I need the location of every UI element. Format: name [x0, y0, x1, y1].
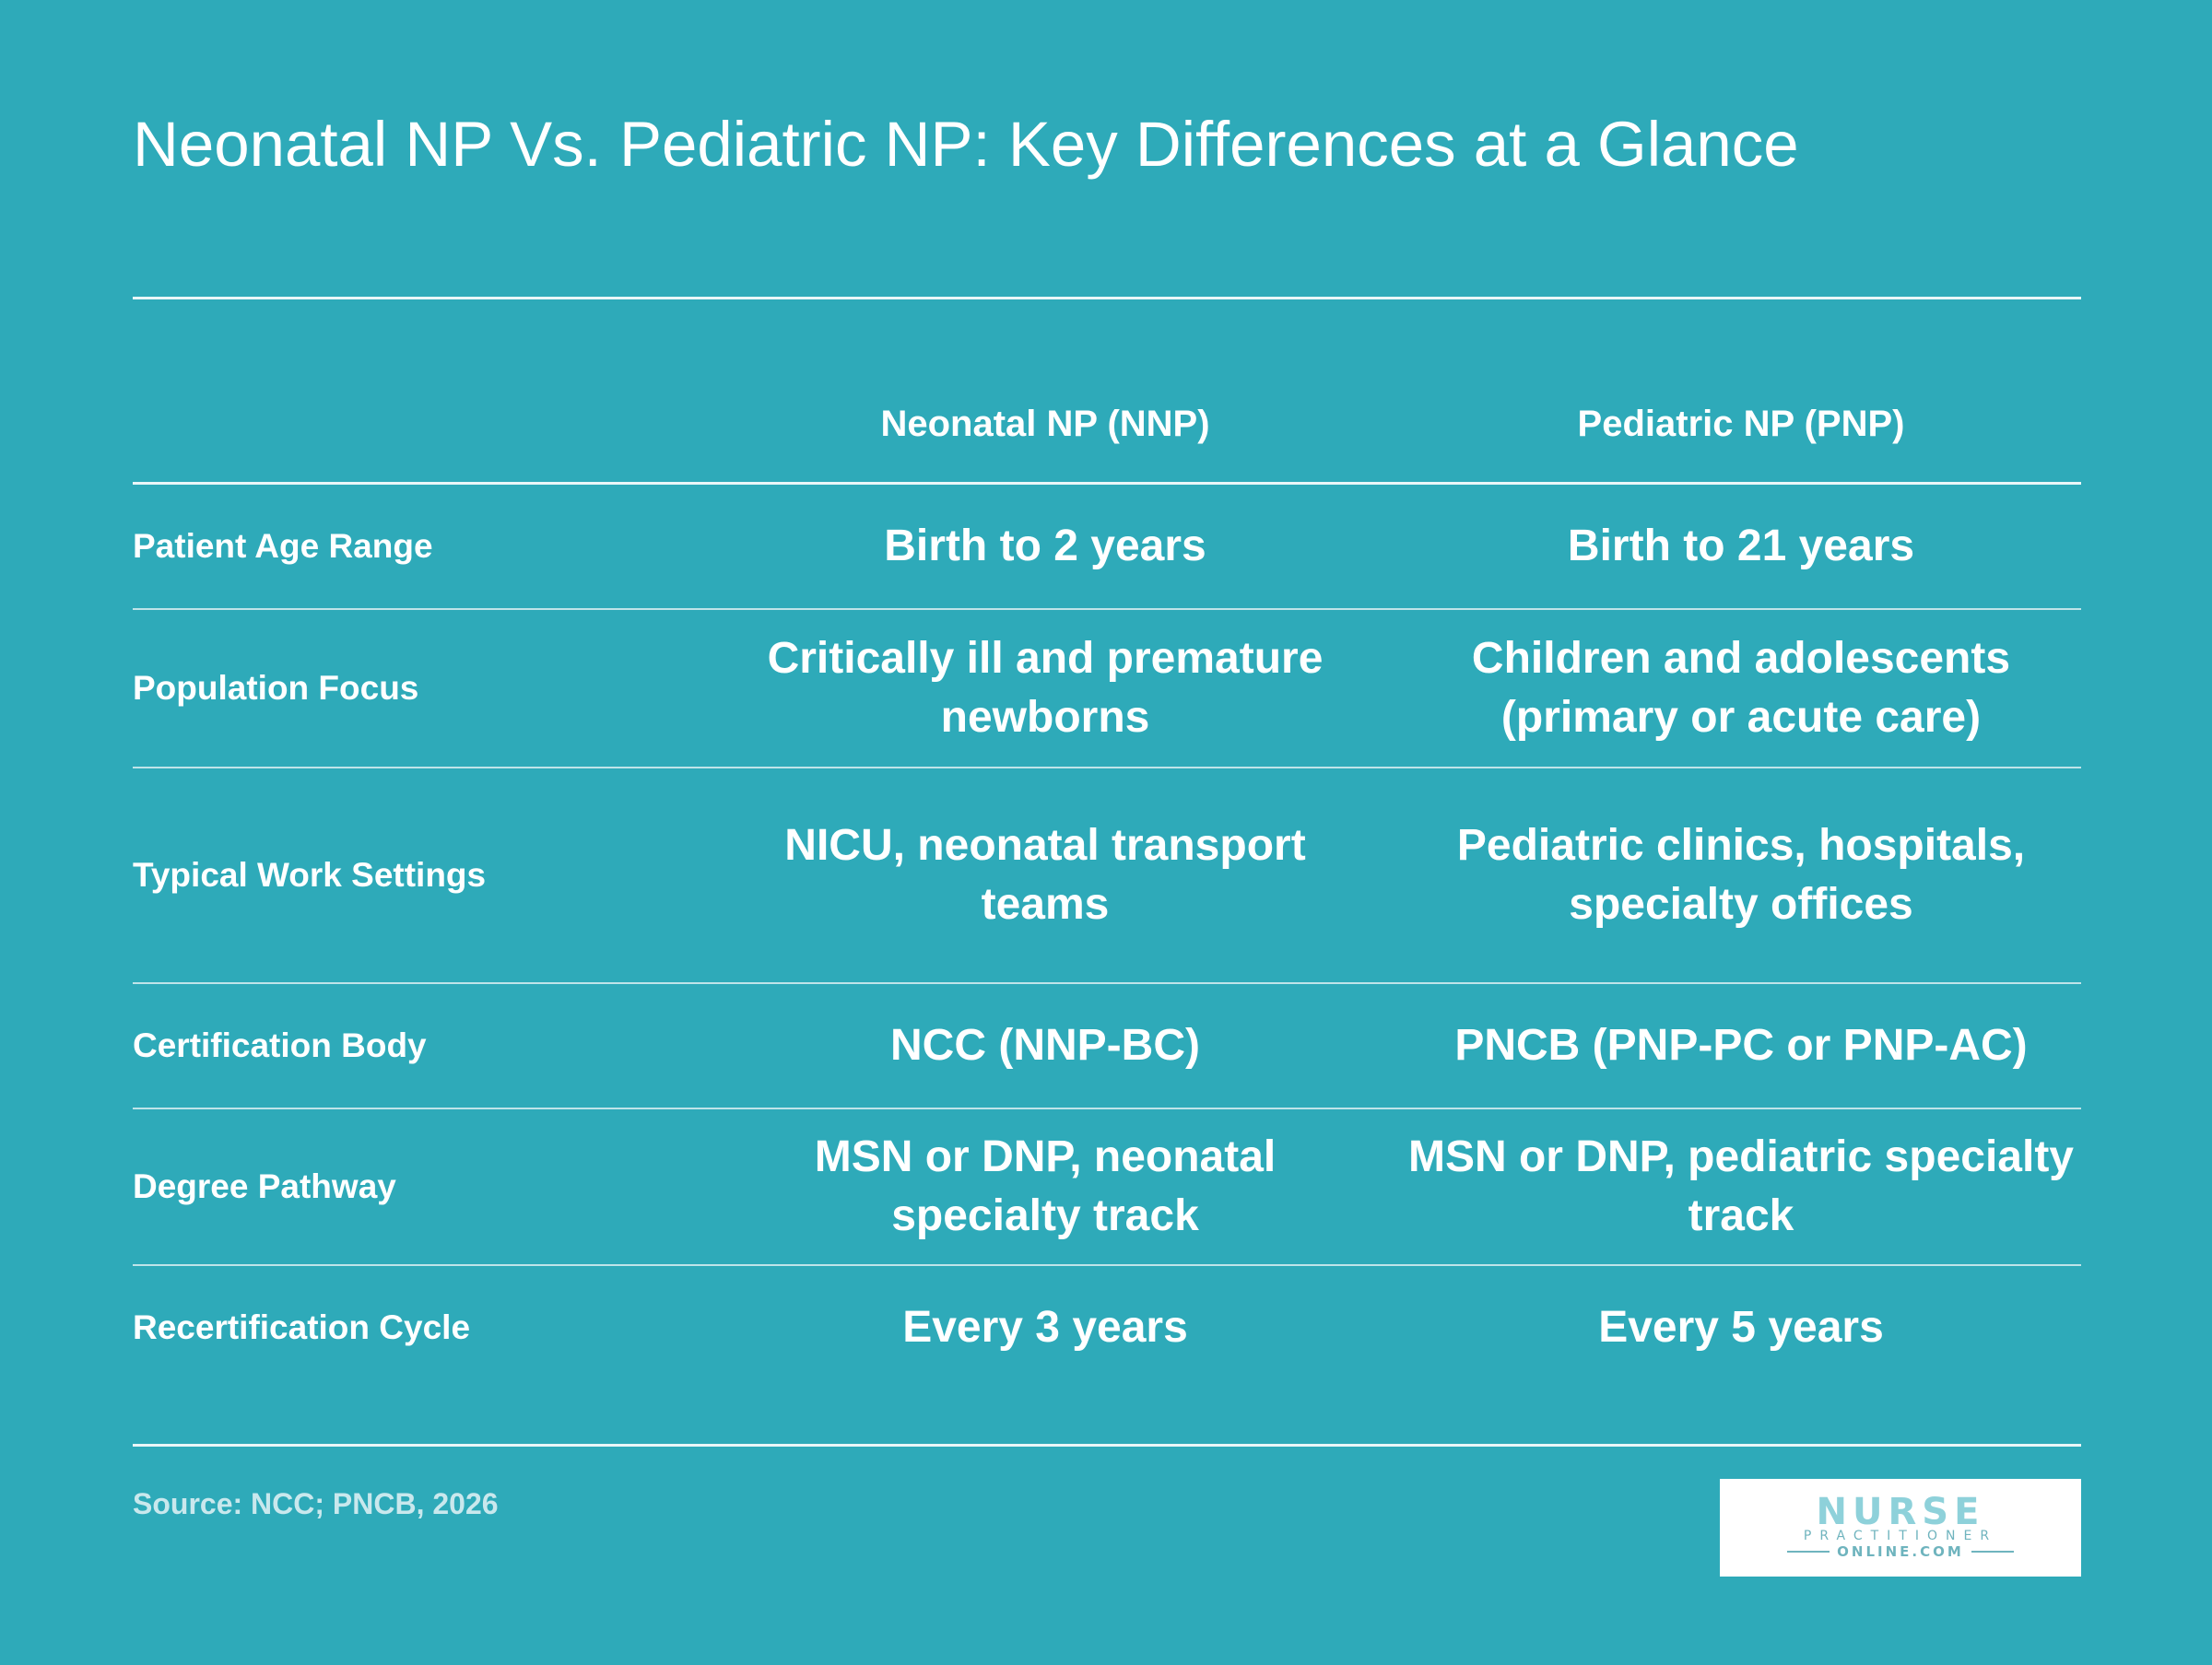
row-label: Recertification Cycle [133, 1308, 471, 1346]
row-divider [133, 1108, 2081, 1109]
row-label: Degree Pathway [133, 1167, 396, 1205]
row-label: Typical Work Settings [133, 856, 487, 894]
table-row: Certification Body NCC (NNP-BC) PNCB (PN… [133, 984, 2081, 1108]
logo-wordmark: NURSE [1816, 1491, 1985, 1533]
brand-logo: NURSE PRACTITIONER ONLINE.COM [1720, 1479, 2081, 1577]
logo-subtitle: PRACTITIONER [1803, 1529, 1998, 1543]
nnp-cell: Critically ill and premature newborns [767, 634, 1324, 742]
pnp-cell: Every 5 years [1598, 1303, 1884, 1352]
pnp-cell: MSN or DNP, pediatric specialty track [1407, 1132, 2074, 1240]
row-label: Population Focus [133, 669, 419, 707]
column-header-pnp: Pediatric NP (PNP) [1577, 404, 1905, 444]
pnp-cell: Pediatric clinics, hospitals, specialty … [1456, 821, 2026, 929]
nnp-cell: NCC (NNP-BC) [890, 1021, 1200, 1070]
table-row: Degree Pathway MSN or DNP, neonatal spec… [133, 1109, 2081, 1264]
table-row: Recertification Cycle Every 3 years Ever… [133, 1266, 2081, 1389]
nnp-cell: Birth to 2 years [884, 522, 1206, 570]
pnp-cell: Children and adolescents (primary or acu… [1471, 634, 2011, 742]
nnp-cell: NICU, neonatal transport teams [784, 821, 1306, 929]
logo-dash-left [1787, 1551, 1830, 1553]
row-divider [133, 982, 2081, 984]
table-row: Typical Work Settings NICU, neonatal tra… [133, 768, 2081, 982]
row-label: Certification Body [133, 1026, 427, 1064]
column-header-nnp: Neonatal NP (NNP) [880, 404, 1210, 444]
title-divider [133, 297, 2081, 299]
header-divider [133, 482, 2081, 485]
nnp-cell: Every 3 years [902, 1303, 1188, 1352]
logo-url-line: ONLINE.COM [1787, 1543, 2014, 1560]
logo-dash-right [1971, 1551, 2014, 1553]
row-label: Patient Age Range [133, 527, 433, 565]
source-note: Source: NCC; PNCB, 2026 [133, 1487, 499, 1520]
table-row: Patient Age Range Birth to 2 years Birth… [133, 485, 2081, 608]
row-divider [133, 1264, 2081, 1266]
row-divider [133, 767, 2081, 768]
table-row: Population Focus Critically ill and prem… [133, 610, 2081, 767]
page-title: Neonatal NP Vs. Pediatric NP: Key Differ… [133, 109, 1799, 180]
footer-divider [133, 1444, 2081, 1447]
row-divider [133, 608, 2081, 610]
nnp-cell: MSN or DNP, neonatal specialty track [814, 1132, 1277, 1240]
pnp-cell: Birth to 21 years [1567, 522, 1915, 570]
pnp-cell: PNCB (PNP-PC or PNP-AC) [1454, 1021, 2028, 1070]
logo-url: ONLINE.COM [1837, 1543, 1964, 1560]
